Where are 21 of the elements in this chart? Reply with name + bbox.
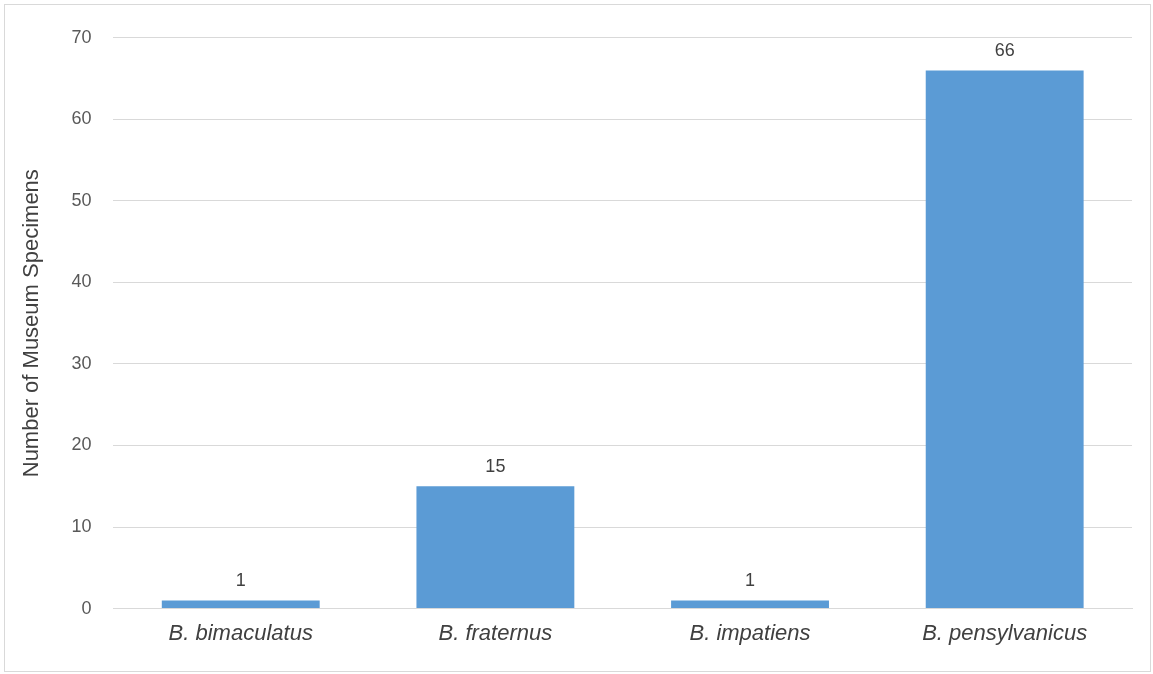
bar (416, 486, 575, 609)
y-tick-label: 0 (81, 597, 92, 618)
data-label: 15 (485, 456, 506, 477)
bar (671, 600, 829, 609)
x-tick-label: B. bimaculatus (168, 619, 313, 645)
y-tick-label: 40 (71, 271, 92, 292)
y-axis-title: Number of Museum Specimens (18, 169, 44, 478)
bar (161, 600, 320, 609)
y-tick-label: 10 (71, 516, 92, 537)
x-tick-label: B. pensylvanicus (922, 619, 1088, 645)
y-tick-label: 30 (71, 352, 92, 373)
y-tick-label: 20 (71, 434, 92, 455)
data-label: 1 (235, 570, 246, 591)
bar (925, 70, 1084, 609)
y-tick-label: 50 (71, 189, 92, 210)
x-tick-label: B. impatiens (689, 619, 811, 645)
y-tick-label: 70 (71, 26, 92, 47)
data-label: 1 (745, 570, 756, 591)
x-tick-label: B. fraternus (438, 619, 553, 645)
data-label: 66 (994, 40, 1015, 61)
y-tick-label: 60 (71, 108, 92, 129)
